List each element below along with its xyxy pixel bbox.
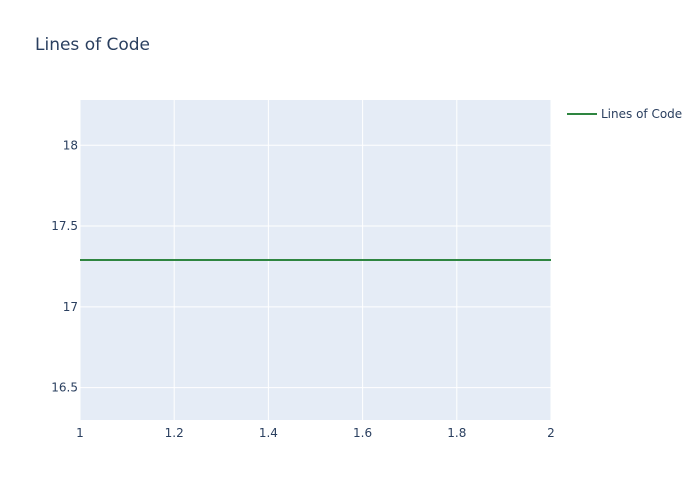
y-tick-label: 17 <box>63 300 78 314</box>
y-gridlines <box>80 144 551 389</box>
x-tick-label: 1.2 <box>165 426 184 440</box>
chart-title: Lines of Code <box>35 35 150 55</box>
y-tick-label: 17.5 <box>51 219 78 233</box>
x-tick-label: 2 <box>547 426 555 440</box>
x-tick-label: 1.8 <box>447 426 466 440</box>
y-tick-label: 18 <box>63 138 78 152</box>
y-tick-labels: 16.5 17 17.5 18 <box>51 138 78 394</box>
legend[interactable]: Lines of Code <box>567 107 682 121</box>
x-tick-label: 1.4 <box>259 426 278 440</box>
x-tick-labels: 1 1.2 1.4 1.6 1.8 2 <box>76 426 555 440</box>
x-tick-label: 1.6 <box>353 426 372 440</box>
x-tick-label: 1 <box>76 426 84 440</box>
legend-label-lines-of-code: Lines of Code <box>601 107 682 121</box>
y-tick-label: 16.5 <box>51 381 78 395</box>
